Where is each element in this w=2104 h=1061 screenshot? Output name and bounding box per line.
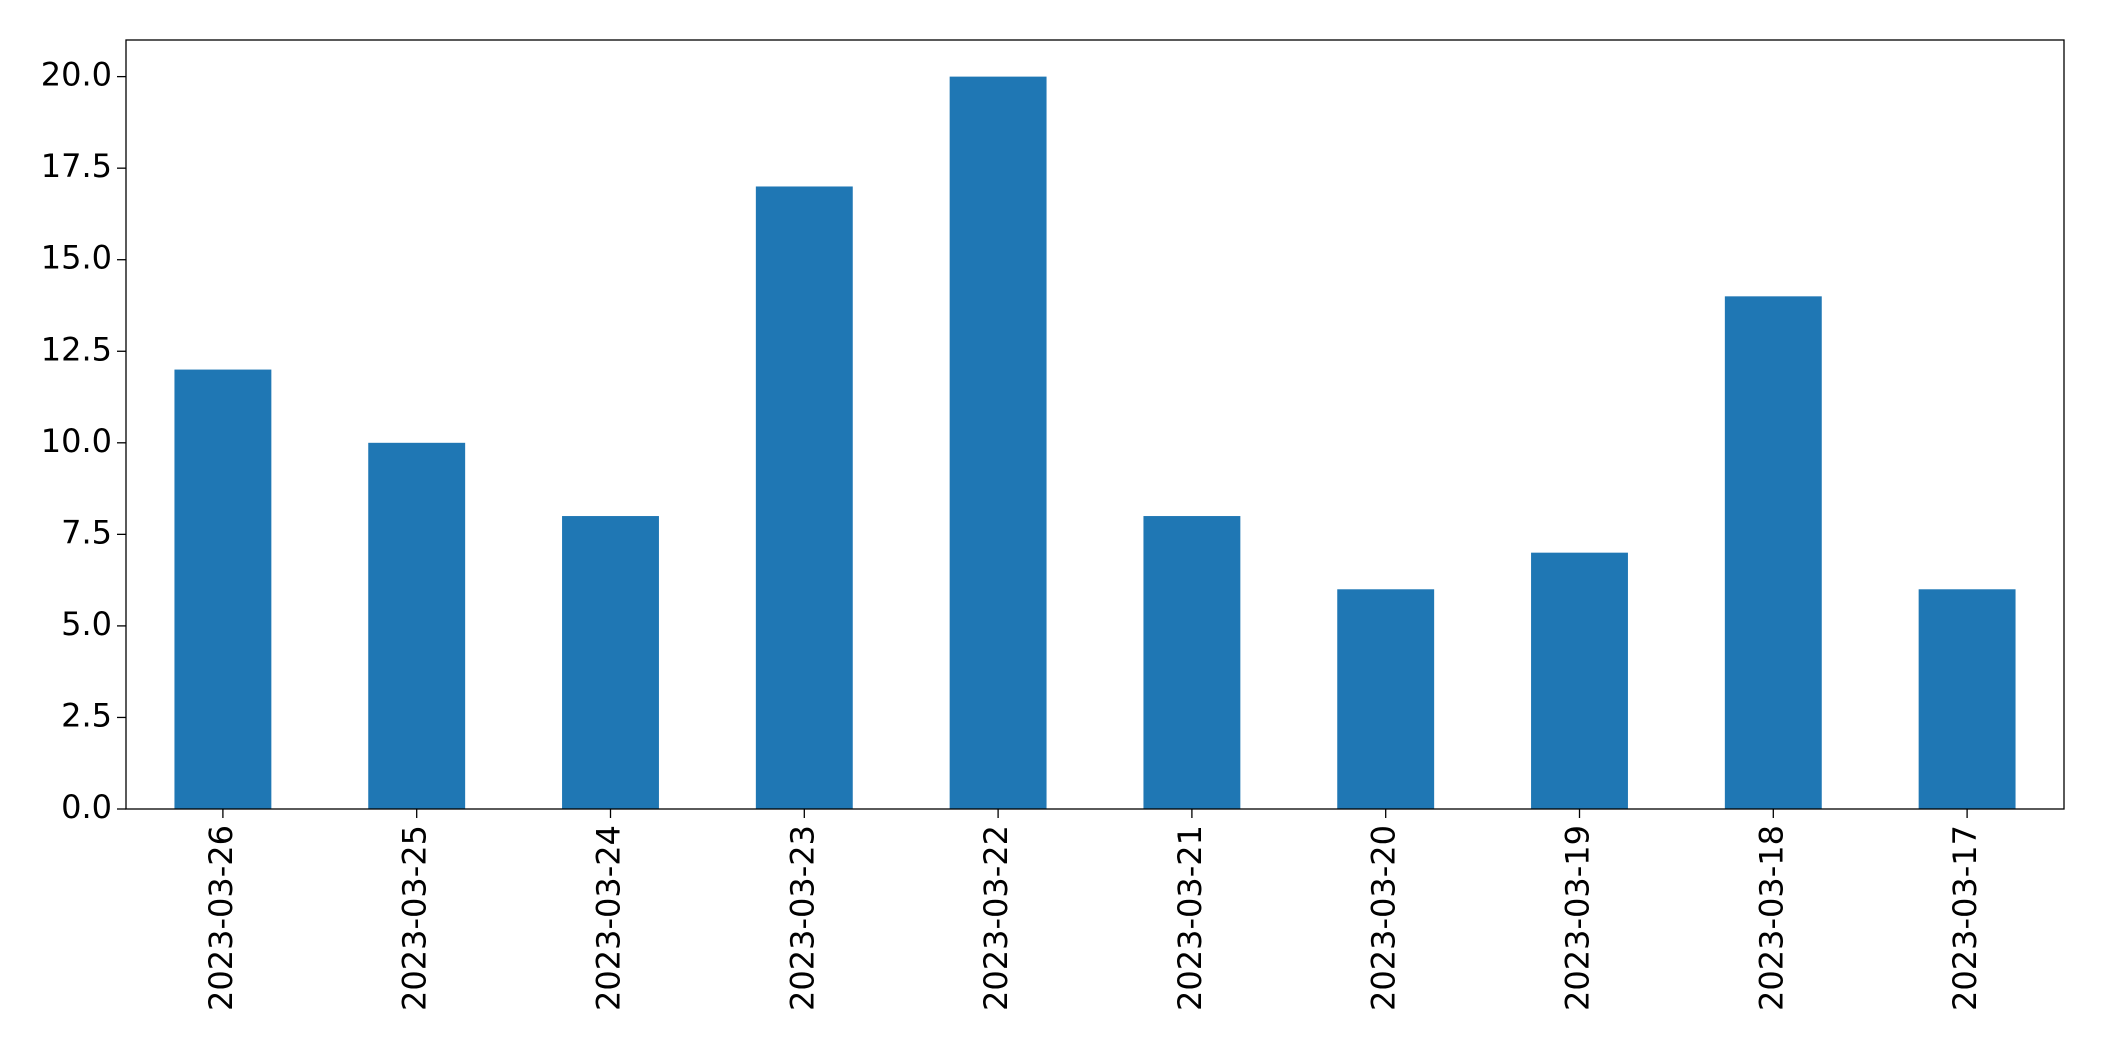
y-tick-label: 12.5 — [41, 330, 112, 368]
y-tick-label: 5.0 — [61, 605, 112, 643]
bar — [1143, 516, 1241, 809]
x-tick-label: 2023-03-23 — [783, 825, 821, 1011]
y-tick-label: 17.5 — [41, 147, 112, 185]
x-tick-label: 2023-03-17 — [1946, 825, 1984, 1011]
y-tick-label: 20.0 — [41, 56, 112, 94]
bar — [1337, 589, 1435, 809]
y-tick-label: 10.0 — [41, 422, 112, 460]
bar — [562, 516, 659, 809]
x-tick-label: 2023-03-20 — [1365, 825, 1403, 1011]
x-tick-label: 2023-03-24 — [590, 825, 628, 1011]
x-tick-label: 2023-03-25 — [396, 825, 434, 1011]
x-tick-label: 2023-03-21 — [1171, 825, 1209, 1011]
bar — [1724, 296, 1822, 809]
bar — [1918, 589, 2016, 809]
x-tick-label: 2023-03-26 — [202, 825, 240, 1011]
bar — [1531, 552, 1628, 809]
bar — [755, 186, 853, 809]
plot-frame — [125, 39, 2065, 810]
y-tick-label: 2.5 — [61, 696, 112, 734]
bar — [174, 369, 272, 809]
bar — [368, 442, 466, 809]
x-tick-label: 2023-03-22 — [977, 825, 1015, 1011]
x-tick-label: 2023-03-19 — [1559, 825, 1597, 1011]
x-tick-label: 2023-03-18 — [1752, 825, 1790, 1011]
y-tick-label: 7.5 — [61, 513, 112, 551]
y-tick-label: 0.0 — [61, 788, 112, 826]
y-tick-label: 15.0 — [41, 239, 112, 277]
bar — [949, 76, 1047, 810]
